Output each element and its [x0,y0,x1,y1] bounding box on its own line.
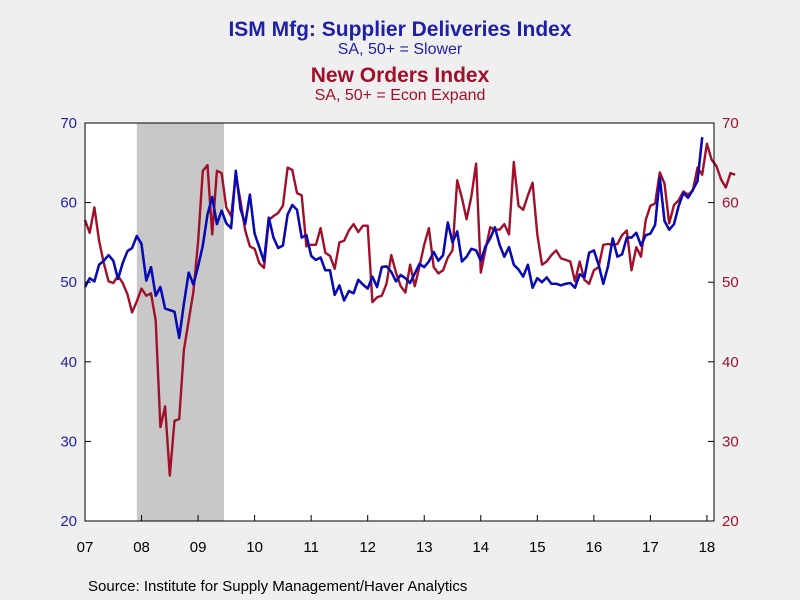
y-tick-label-left: 40 [60,354,77,371]
y-tick-label-right: 50 [722,274,739,291]
chart-subtitle-orders: SA, 50+ = Econ Expand [314,87,486,104]
x-tick-label: 18 [699,539,716,556]
y-tick-label-right: 60 [722,195,739,212]
x-tick-label: 14 [472,539,489,556]
y-tick-label-left: 20 [60,513,77,530]
y-tick-label-right: 70 [722,115,739,132]
x-tick-label: 08 [133,539,150,556]
y-tick-label-right: 30 [722,433,739,450]
x-tick-label: 17 [642,539,659,556]
x-tick-label: 09 [190,539,207,556]
x-tick-label: 07 [77,539,94,556]
y-tick-label-left: 30 [60,433,77,450]
y-tick-label-right: 20 [722,513,739,530]
x-tick-label: 12 [359,539,376,556]
x-tick-label: 16 [586,539,603,556]
y-tick-label-right: 40 [722,354,739,371]
chart-subtitle-supplier: SA, 50+ = Slower [337,41,463,58]
new-orders-line [83,142,736,477]
x-tick-label: 11 [303,539,319,556]
chart-title-supplier: ISM Mfg: Supplier Deliveries Index [228,18,572,41]
y-tick-label-left: 60 [60,195,77,212]
x-tick-label: 15 [529,539,546,556]
supplier-deliveries-line-top [83,137,704,340]
y-tick-label-left: 50 [60,274,77,291]
x-tick-label: 13 [416,539,433,556]
plot-border [84,122,715,522]
chart-title-orders: New Orders Index [310,64,490,87]
x-tick-label: 10 [246,539,263,556]
y-tick-label-left: 70 [60,115,77,132]
source-note: Source: Institute for Supply Management/… [88,578,468,595]
